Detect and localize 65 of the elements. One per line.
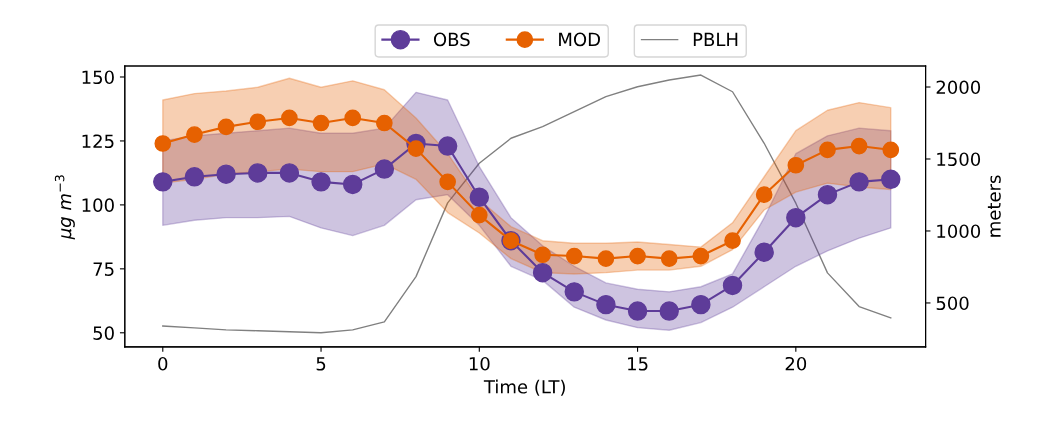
point [153, 172, 173, 192]
point [724, 232, 741, 250]
point [817, 184, 838, 205]
point [217, 118, 235, 136]
point [154, 135, 172, 152]
point [691, 294, 711, 315]
point [787, 156, 805, 174]
point [882, 141, 900, 159]
point [597, 250, 615, 267]
legend-label: PBLH [693, 32, 738, 46]
point [439, 173, 456, 191]
point [532, 262, 553, 283]
point [565, 247, 583, 265]
point [692, 247, 710, 265]
point [279, 163, 300, 183]
y-tick-label: 50 [93, 326, 114, 340]
point [786, 207, 806, 228]
x-axis-title: Time (LT) [483, 379, 565, 396]
point [374, 159, 395, 179]
point [659, 301, 679, 321]
point [376, 114, 393, 132]
x-tick-label: 5 [316, 357, 326, 371]
legend-label: MOD [559, 32, 600, 47]
point [534, 246, 551, 264]
y-axis-title: μg m$^{−3}$ [54, 175, 75, 240]
y-tick-label: 125 [82, 134, 114, 149]
x-tick-label: 20 [785, 356, 807, 371]
point [186, 126, 203, 143]
y-tick-label: 100 [82, 198, 114, 213]
y2-tick-label: 1500 [937, 152, 981, 167]
point [281, 109, 298, 127]
x-tick-label: 15 [628, 357, 648, 371]
point [881, 169, 901, 190]
point [564, 282, 584, 302]
point [342, 174, 363, 195]
point [344, 109, 362, 127]
point [248, 163, 268, 183]
y-tick-label: 75 [93, 262, 114, 276]
y2-tick-label: 2000 [936, 80, 981, 95]
point [754, 242, 774, 262]
legend-label: OBS [433, 32, 470, 47]
point [311, 172, 331, 192]
point [722, 275, 743, 296]
point [819, 141, 836, 159]
point [629, 247, 646, 265]
y-tick-label: 150 [82, 70, 114, 85]
point [249, 113, 267, 131]
point [407, 140, 425, 157]
point [850, 137, 868, 155]
point [755, 186, 773, 203]
y2-axis-title: meters [987, 175, 1001, 237]
y2-tick-label: 500 [936, 296, 969, 311]
x-tick-label: 10 [469, 356, 490, 371]
point [312, 114, 330, 132]
point [596, 294, 616, 315]
point [216, 164, 236, 184]
point [849, 172, 869, 192]
y2-tick-label: 1000 [937, 224, 981, 239]
point [469, 187, 490, 207]
point [627, 301, 648, 321]
point [437, 136, 458, 156]
point [184, 167, 205, 187]
point [470, 206, 488, 224]
x-tick-label: 0 [158, 356, 168, 371]
point [660, 250, 678, 267]
